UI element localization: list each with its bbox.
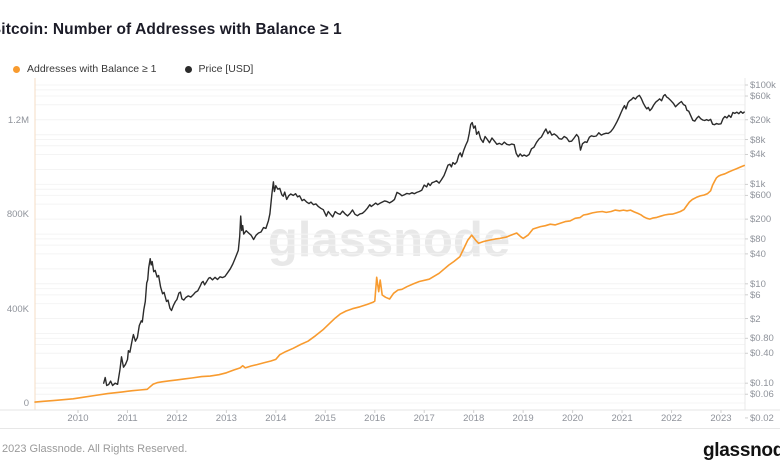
x-axis-year-label: 2014 <box>265 413 287 424</box>
right-axis-label: $200 <box>750 214 772 226</box>
x-axis-year-label: 2012 <box>166 413 188 424</box>
x-axis-year-label: 2020 <box>562 413 584 424</box>
right-axis-label: $60k <box>750 91 771 103</box>
right-axis-label: $4k <box>750 149 766 161</box>
x-axis-year-label: 2022 <box>660 413 683 424</box>
right-axis-label: $0.40 <box>750 348 774 360</box>
right-axis-label: $600 <box>750 190 772 202</box>
right-axis-label: $100k <box>750 80 776 91</box>
page-title: Bitcoin: Number of Addresses with Balanc… <box>0 21 342 38</box>
series-line-addresses <box>34 164 746 403</box>
glassnode-logo[interactable]: glassnode <box>703 440 780 461</box>
legend-dot-addresses-icon <box>13 65 20 73</box>
x-axis-year-label: 2016 <box>364 413 386 424</box>
x-axis-year-label: 2023 <box>710 413 732 424</box>
right-axis-label: $10 <box>750 278 766 290</box>
x-axis-year-label: 2018 <box>463 413 485 424</box>
right-axis-label: $80 <box>750 233 766 245</box>
legend-dot-price-icon <box>184 65 192 73</box>
right-axis-label: $0.06 <box>750 389 774 401</box>
right-axis-label: $6 <box>750 289 761 301</box>
x-axis-year-label: 2015 <box>314 413 336 424</box>
right-axis-label: $20k <box>750 114 771 126</box>
legend-label-price: Price [USD] <box>198 63 254 75</box>
legend: Addresses with Balance ≥ 1 Price [USD] <box>13 63 253 75</box>
right-axis-label: $0.80 <box>750 333 774 345</box>
legend-item-price[interactable]: Price [USD] <box>184 63 254 75</box>
series-line-price <box>102 93 745 387</box>
right-axis-label: $0.02 <box>750 412 774 424</box>
x-axis-year-label: 2013 <box>215 413 237 424</box>
copyright-text: 2023 Glassnode. All Rights Reserved. <box>2 443 188 455</box>
legend-item-addresses[interactable]: Addresses with Balance ≥ 1 <box>13 63 157 75</box>
x-axis-year-label: 2021 <box>611 413 633 424</box>
right-axis-label: $1k <box>750 179 766 191</box>
right-axis-label: $8k <box>750 134 766 146</box>
x-axis-year-label: 2010 <box>67 413 89 424</box>
x-axis-year-label: 2011 <box>117 413 138 424</box>
x-axis-year-label: 2019 <box>512 413 534 424</box>
left-axis-label: 0 <box>23 398 29 409</box>
x-axis-year-label: 2017 <box>413 413 435 424</box>
right-axis-label: $40 <box>750 248 766 260</box>
left-axis-label: 1.2M <box>7 115 29 126</box>
left-axis-label: 400K <box>6 303 29 315</box>
footer-divider <box>0 428 780 429</box>
right-axis-label: $0.10 <box>750 378 774 390</box>
left-axis-label: 800K <box>6 209 29 221</box>
legend-label-addresses: Addresses with Balance ≥ 1 <box>27 63 157 75</box>
right-axis-label: $2 <box>750 313 761 325</box>
